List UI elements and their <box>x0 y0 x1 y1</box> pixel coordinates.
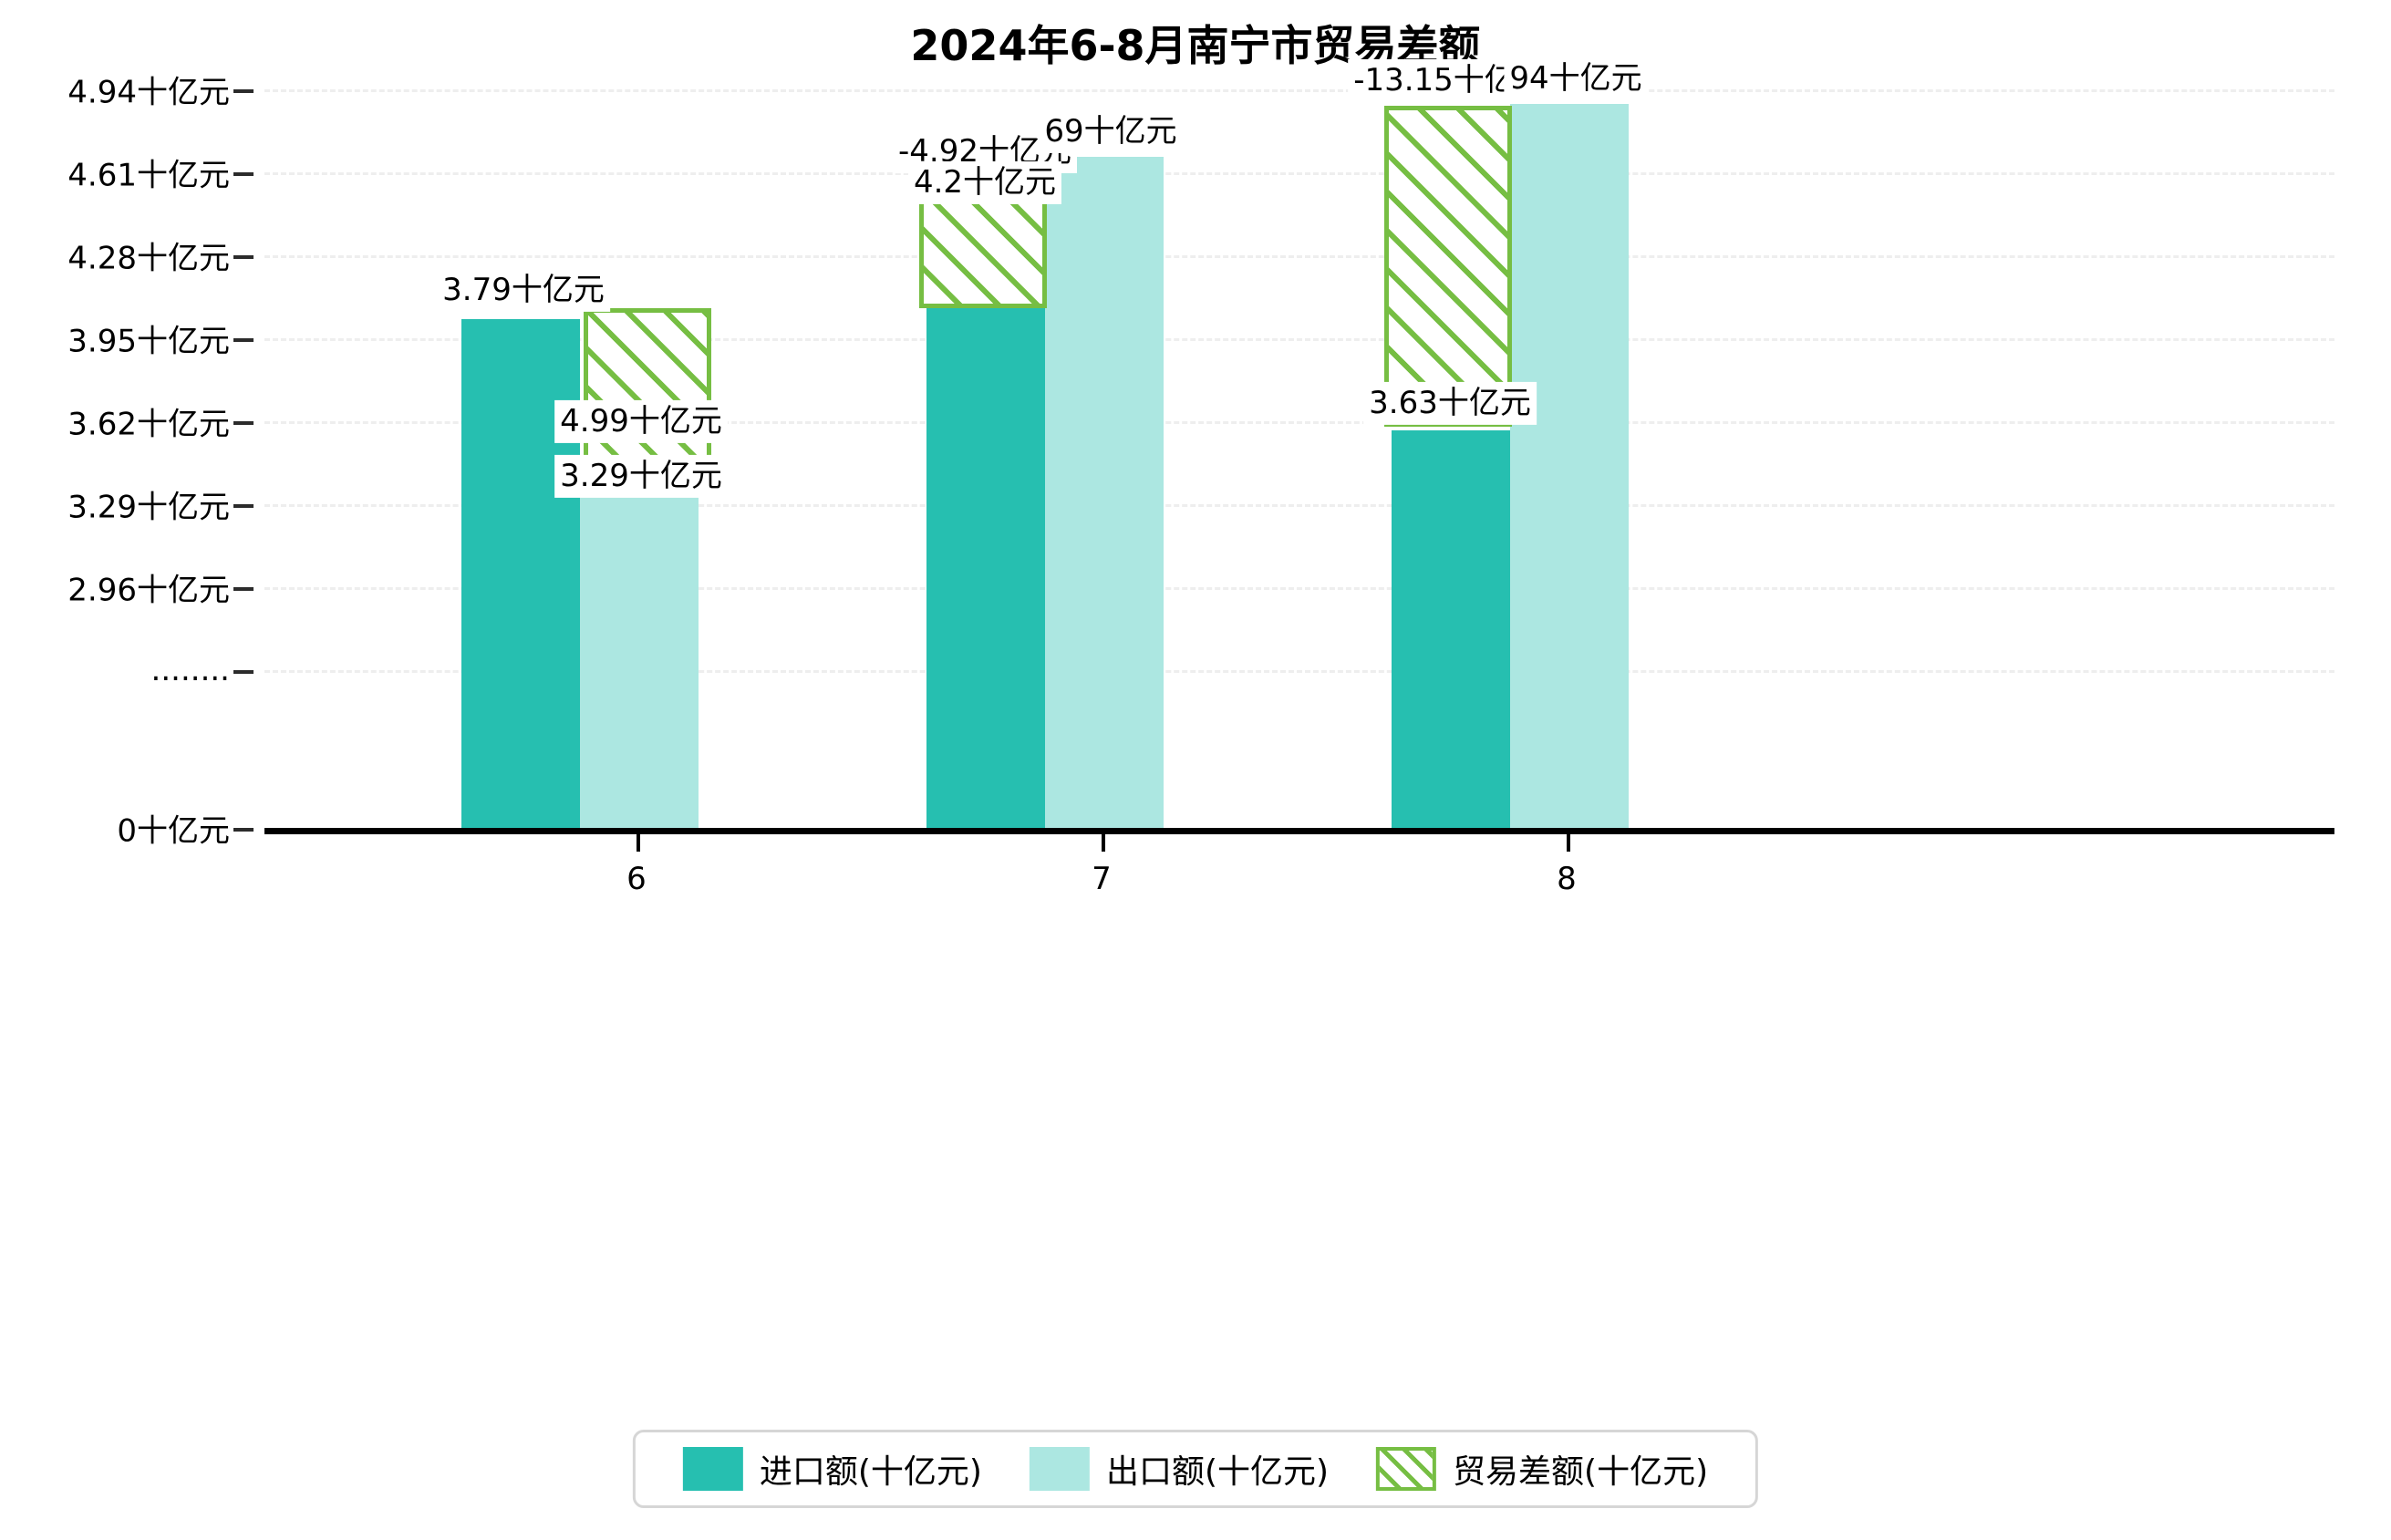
y-axis-tick-label: 3.62十亿元 <box>67 406 230 443</box>
legend-swatch-balance-icon <box>1376 1447 1437 1491</box>
value-label-import: 3.63十亿元 <box>1363 381 1537 425</box>
value-label-import: 4.2十亿元 <box>907 160 1062 204</box>
gridline <box>264 338 2334 341</box>
y-axis-tick-label: ........ <box>150 652 230 688</box>
bar-export[interactable] <box>1510 104 1629 828</box>
bar-import[interactable] <box>1392 430 1510 828</box>
gridline <box>264 255 2334 258</box>
y-axis-tick-label: 4.61十亿元 <box>67 157 230 194</box>
gridline <box>264 421 2334 424</box>
y-axis-tick-mark <box>233 89 254 93</box>
y-axis-tick-mark <box>233 587 254 591</box>
legend-swatch-import-icon <box>682 1447 743 1491</box>
x-axis-tick-mark <box>1567 828 1570 852</box>
gridline <box>264 504 2334 507</box>
x-axis-tick-mark <box>1102 828 1105 852</box>
x-axis-tick-mark <box>637 828 640 852</box>
legend-item-balance[interactable]: 贸易差额(十亿元) <box>1376 1445 1708 1493</box>
y-axis-tick-label: 2.96十亿元 <box>67 572 230 609</box>
bar-export[interactable] <box>1045 157 1164 828</box>
legend-item-export[interactable]: 出口额(十亿元) <box>1029 1445 1330 1493</box>
x-axis-tick-label: 6 <box>626 861 647 897</box>
value-label-export: 3.29十亿元 <box>554 454 728 498</box>
y-axis-labels: 4.94十亿元 4.61十亿元 4.28十亿元 3.95十亿元 3.62十亿元 3.29十… <box>0 73 230 1258</box>
legend-label-import: 进口额(十亿元) <box>759 1453 982 1491</box>
y-axis-tick-label: 3.95十亿元 <box>67 323 230 360</box>
y-axis-tick-mark <box>233 670 254 674</box>
page-title: 2024年6-8月南宁市贸易差额 <box>910 21 1481 70</box>
x-axis-line <box>264 828 2334 834</box>
chart-legend[interactable]: 进口额(十亿元) 出口额(十亿元) 贸易差额(十亿元) <box>632 1430 1759 1508</box>
y-axis-tick-mark <box>233 172 254 176</box>
y-axis-tick-mark <box>233 504 254 508</box>
y-axis-tick-label: 4.28十亿元 <box>67 240 230 277</box>
bar-export[interactable] <box>580 463 699 828</box>
y-axis-tick-label: 3.29十亿元 <box>67 489 230 526</box>
plot-area <box>233 73 2334 1258</box>
value-label-import: 3.79十亿元 <box>437 268 610 312</box>
y-axis-tick-label: 0十亿元 <box>117 812 230 850</box>
value-label-trade-balance: 4.99十亿元 <box>554 399 728 443</box>
legend-item-import[interactable]: 进口额(十亿元) <box>682 1445 982 1493</box>
y-axis-tick-mark <box>233 828 254 832</box>
value-label-export: 94十亿元 <box>1504 57 1648 100</box>
bar-import[interactable] <box>926 208 1045 828</box>
y-axis-tick-mark <box>233 421 254 425</box>
gridline <box>264 670 2334 673</box>
value-label-export: 69十亿元 <box>1039 109 1183 153</box>
x-axis-tick-label: 7 <box>1092 861 1112 897</box>
y-axis-tick-label: 4.94十亿元 <box>67 74 230 111</box>
bar-import[interactable] <box>461 319 580 828</box>
legend-label-balance: 贸易差额(十亿元) <box>1453 1453 1709 1491</box>
bars-layer: 4.99十亿元 3.29十亿元 3.79十亿元 -4.92十亿元 69十亿元 4.2十亿元… <box>264 57 2334 828</box>
legend-label-export: 出口额(十亿元) <box>1105 1453 1330 1491</box>
gridline <box>264 587 2334 590</box>
y-axis-tick-mark <box>233 255 254 259</box>
y-axis-tick-mark <box>233 338 254 342</box>
x-axis-tick-label: 8 <box>1557 861 1577 897</box>
legend-swatch-export-icon <box>1029 1447 1090 1491</box>
bar-trade-balance[interactable] <box>1384 106 1512 427</box>
gridline <box>264 172 2334 175</box>
gridline <box>264 89 2334 92</box>
